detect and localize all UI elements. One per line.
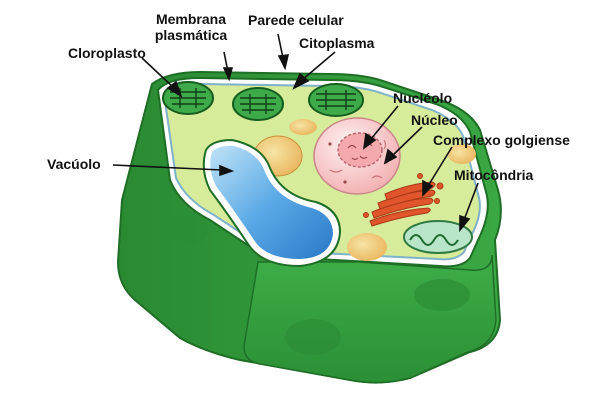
plastid-2 [289,119,317,135]
label-plasma-membrane: Membrana plasmática [146,11,236,43]
label-plasma-membrane-line2: plasmática [154,27,228,43]
label-vacuole: Vacúolo [47,156,101,172]
label-chloroplast: Cloroplasto [68,45,146,61]
pointer-lines [112,33,479,233]
label-nucleus: Núcleo [411,112,458,128]
nucleolus [337,132,383,168]
label-plasma-membrane-line1: Membrana [155,11,227,27]
label-golgi-complex: Complexo golgiense [433,132,570,148]
vacuole [202,138,342,268]
chloroplast-3 [308,83,364,117]
label-cell-wall: Parede celular [248,12,344,28]
label-nucleolus: Nucléolo [393,90,453,106]
mitochondrion [403,220,473,254]
plastid-3 [347,233,387,261]
plastid-4 [448,144,476,164]
label-mitochondrion: Mitocôndria [454,167,534,183]
label-cytoplasm: Citoplasma [299,35,375,51]
chloroplast-2 [232,87,284,121]
